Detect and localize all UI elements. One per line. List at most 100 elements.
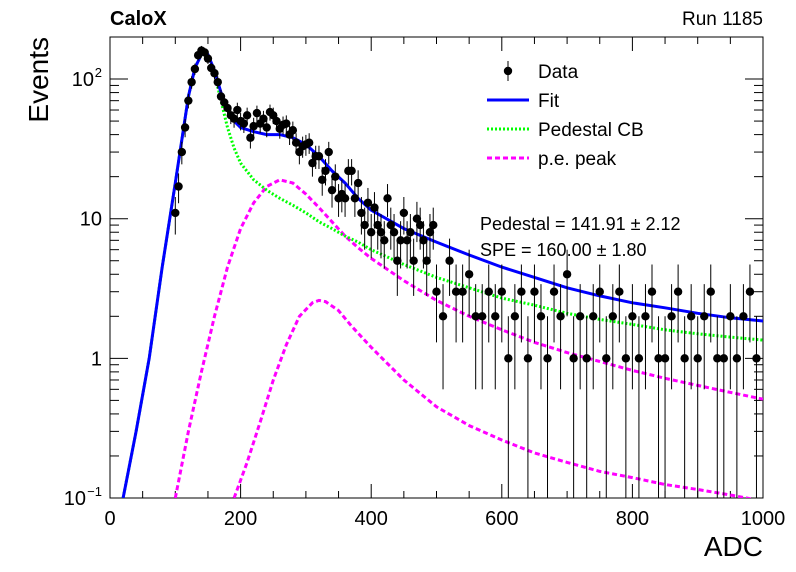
data-point bbox=[321, 166, 330, 176]
data-point bbox=[380, 236, 389, 245]
data-point bbox=[700, 312, 709, 321]
data-point bbox=[621, 354, 631, 363]
data-point bbox=[203, 54, 213, 63]
data-point bbox=[562, 270, 572, 279]
run-label: Run 1185 bbox=[682, 9, 763, 30]
data-point bbox=[739, 312, 748, 321]
data-point bbox=[713, 354, 722, 363]
data-point bbox=[233, 105, 242, 115]
data-point bbox=[732, 354, 742, 363]
data-point bbox=[412, 214, 422, 223]
data-point bbox=[177, 147, 187, 157]
data-point bbox=[425, 228, 435, 237]
data-point bbox=[386, 220, 395, 230]
data-point bbox=[242, 111, 252, 120]
y-axis-title: Events bbox=[23, 37, 54, 123]
data-point bbox=[229, 114, 239, 123]
data-point bbox=[383, 194, 392, 203]
data-point bbox=[497, 287, 506, 296]
data-point bbox=[745, 287, 755, 296]
data-point bbox=[438, 312, 448, 321]
data-point bbox=[190, 64, 200, 74]
data-point bbox=[291, 138, 301, 147]
data-point bbox=[402, 236, 412, 245]
data-point bbox=[510, 312, 520, 321]
data-point bbox=[389, 228, 399, 237]
data-point bbox=[693, 354, 702, 363]
x-tick-label: 0 bbox=[104, 508, 115, 530]
data-point bbox=[370, 203, 379, 212]
data-point bbox=[654, 354, 663, 363]
data-point bbox=[252, 108, 262, 118]
data-point bbox=[589, 312, 598, 321]
data-point bbox=[582, 354, 591, 363]
data-point bbox=[719, 354, 729, 363]
series-fit-line bbox=[121, 50, 763, 498]
data-point bbox=[350, 194, 360, 203]
series-p-e-peak-2nd-line bbox=[232, 298, 755, 498]
legend-label: Data bbox=[538, 62, 579, 83]
y-tick-label: 1 bbox=[91, 348, 102, 370]
data-point bbox=[569, 354, 578, 363]
data-point bbox=[171, 208, 180, 218]
data-point bbox=[491, 312, 500, 321]
data-point bbox=[360, 220, 369, 230]
y-tick-label: 10 bbox=[80, 209, 102, 231]
data-point bbox=[530, 287, 539, 296]
data-point bbox=[367, 228, 376, 237]
series-pedestal-cb-line bbox=[121, 50, 763, 498]
data-point bbox=[422, 256, 431, 265]
data-point bbox=[478, 312, 487, 321]
data-point bbox=[357, 208, 366, 218]
data-point bbox=[396, 236, 405, 245]
y-tick-label: 10 bbox=[72, 69, 94, 91]
data-point bbox=[429, 220, 438, 230]
data-point bbox=[680, 354, 689, 363]
x-tick-label: 200 bbox=[224, 508, 257, 530]
data-point bbox=[340, 194, 350, 203]
data-point bbox=[752, 354, 761, 363]
x-tick-label: 800 bbox=[616, 508, 649, 530]
data-point bbox=[373, 220, 382, 230]
data-point bbox=[239, 119, 249, 128]
data-point bbox=[262, 123, 271, 132]
data-point bbox=[549, 287, 559, 296]
data-point bbox=[602, 354, 611, 363]
data-point bbox=[184, 96, 193, 105]
data-point bbox=[187, 77, 196, 87]
x-tick-label: 400 bbox=[355, 508, 388, 530]
data-point bbox=[246, 133, 255, 142]
data-point bbox=[673, 287, 683, 296]
x-axis: 0 200 400 600 800 1000 bbox=[104, 37, 785, 530]
data-point bbox=[608, 312, 618, 321]
data-point bbox=[304, 138, 314, 147]
data-point bbox=[686, 312, 696, 321]
data-point bbox=[634, 354, 644, 363]
data-point bbox=[667, 312, 676, 321]
data-point bbox=[641, 312, 650, 321]
data-point bbox=[200, 48, 209, 57]
data-point bbox=[272, 116, 281, 126]
data-point bbox=[464, 270, 474, 279]
data-point bbox=[174, 182, 183, 191]
data-point bbox=[484, 287, 493, 296]
data-point bbox=[471, 312, 480, 321]
data-point bbox=[415, 220, 425, 230]
legend: Data Fit Pedestal CB p.e. peak bbox=[487, 61, 644, 170]
data-point bbox=[363, 198, 373, 207]
data-point bbox=[282, 119, 291, 128]
data-point bbox=[393, 256, 402, 265]
data-point bbox=[523, 354, 533, 363]
data-point bbox=[536, 312, 546, 321]
data-point bbox=[347, 166, 356, 176]
data-point bbox=[647, 287, 657, 296]
data-point bbox=[213, 77, 222, 87]
data-point bbox=[409, 256, 418, 265]
data-point bbox=[249, 121, 258, 131]
pedestal-annotation: Pedestal = 141.91 ± 2.12 bbox=[480, 214, 681, 234]
data-point bbox=[353, 178, 363, 188]
data-point bbox=[504, 354, 513, 363]
x-axis-title: ADC bbox=[704, 531, 763, 562]
